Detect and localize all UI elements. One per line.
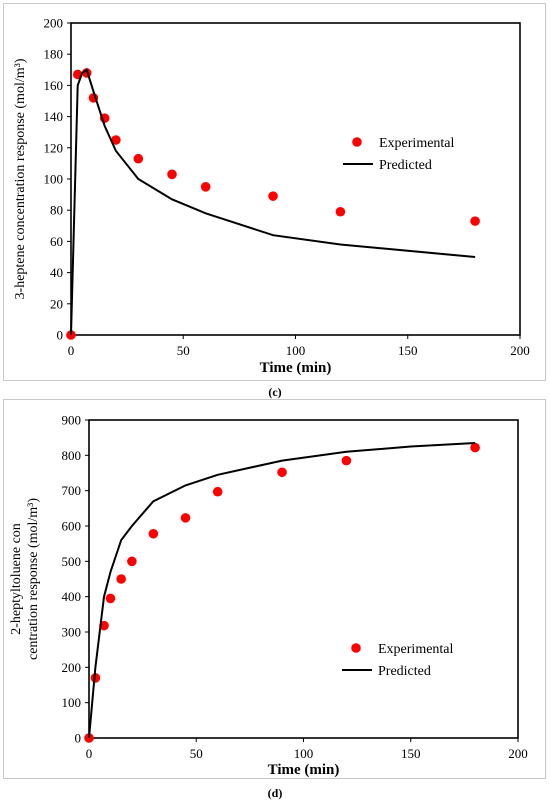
y-tick-label: 40 bbox=[50, 265, 63, 280]
y-tick-label: 100 bbox=[44, 172, 64, 187]
y-axis-label-group: 2-heptyltoluene con centration response (… bbox=[9, 498, 41, 660]
x-axis-label: Time (min) bbox=[268, 762, 340, 778]
legend-marker-swatch bbox=[352, 137, 362, 147]
y-axis-label: centration response (mol/m³) bbox=[26, 498, 41, 660]
y-axis-label-group: 3-heptene concentration response (mol/m³… bbox=[13, 58, 28, 299]
x-axis-label: Time (min) bbox=[260, 360, 332, 376]
experimental-point bbox=[133, 153, 144, 164]
x-tick-label: 200 bbox=[510, 343, 530, 358]
y-tick-label: 160 bbox=[44, 78, 64, 93]
y-tick-label: 80 bbox=[50, 203, 63, 218]
chart-c-panel: 0 20 40 60 80 100 120 140 160 180 200 0 50 100 150 200 T… bbox=[3, 3, 546, 381]
experimental-point bbox=[105, 593, 116, 604]
legend-entry-label: Predicted bbox=[378, 664, 431, 679]
legend-entry-label: Predicted bbox=[379, 158, 432, 173]
x-tick-label: 150 bbox=[398, 343, 418, 358]
y-tick-label: 700 bbox=[62, 483, 82, 498]
y-tick-label: 800 bbox=[62, 448, 82, 463]
experimental-point bbox=[200, 182, 211, 192]
experimental-point bbox=[335, 206, 346, 217]
legend-entry-label: Experimental bbox=[378, 642, 454, 657]
x-tick-label: 50 bbox=[190, 746, 203, 761]
y-tick-label: 0 bbox=[75, 731, 82, 746]
y-tick-label: 20 bbox=[50, 296, 63, 311]
x-tick-label: 200 bbox=[508, 746, 528, 761]
y-tick-label: 500 bbox=[62, 554, 82, 569]
plot-area-frame bbox=[88, 419, 519, 739]
experimental-point bbox=[180, 513, 191, 523]
experimental-point bbox=[84, 733, 94, 743]
y-tick-label: 400 bbox=[62, 589, 82, 604]
chart-d-caption: (d) bbox=[267, 786, 283, 800]
experimental-point bbox=[277, 467, 287, 478]
legend: Experimental Predicted bbox=[343, 136, 455, 173]
y-tick-label: 180 bbox=[44, 47, 64, 62]
x-tick-label: 0 bbox=[86, 746, 93, 761]
y-tick-label: 200 bbox=[62, 660, 82, 675]
chart-d-svg: 0 100 200 300 400 500 600 700 800 900 0 50 100 150 200… bbox=[9, 413, 528, 779]
chart-c-caption: (c) bbox=[268, 385, 282, 399]
y-tick-label: 120 bbox=[44, 140, 64, 155]
experimental-point bbox=[111, 135, 121, 145]
y-tick-label: 0 bbox=[57, 328, 64, 343]
chart-c-svg: 0 20 40 60 80 100 120 140 160 180 200 0 50 100 150 200 T… bbox=[13, 16, 530, 377]
y-tick-label: 100 bbox=[62, 695, 82, 710]
y-tick-label: 600 bbox=[62, 519, 82, 534]
legend-marker-swatch bbox=[351, 643, 361, 653]
experimental-point bbox=[341, 455, 352, 466]
y-axis-label: 3-heptene concentration response (mol/m³… bbox=[13, 58, 28, 299]
experimental-point bbox=[148, 528, 159, 539]
legend: Experimental Predicted bbox=[342, 642, 454, 679]
x-tick-label: 50 bbox=[177, 343, 190, 358]
x-tick-label: 100 bbox=[286, 343, 306, 358]
y-tick-label: 300 bbox=[62, 625, 82, 640]
legend-entry-label: Experimental bbox=[379, 136, 455, 151]
x-tick-label: 150 bbox=[401, 746, 421, 761]
x-tick-label: 100 bbox=[294, 746, 314, 761]
experimental-point bbox=[127, 556, 137, 567]
experimental-point bbox=[167, 169, 177, 180]
predicted-line bbox=[70, 68, 476, 336]
experimental-point bbox=[116, 574, 126, 584]
experimental-point bbox=[470, 442, 480, 453]
chart-d-panel: 0 100 200 300 400 500 600 700 800 900 0 50 100 150 200… bbox=[3, 399, 546, 779]
y-tick-label: 200 bbox=[44, 16, 64, 31]
y-tick-label: 900 bbox=[62, 413, 82, 428]
y-tick-label: 60 bbox=[50, 234, 63, 249]
experimental-point bbox=[470, 216, 480, 226]
y-axis-label: 2-heptyltoluene con bbox=[9, 523, 24, 635]
x-tick-label: 0 bbox=[68, 343, 75, 358]
predicted-line bbox=[88, 442, 476, 739]
experimental-point bbox=[268, 191, 278, 201]
y-tick-label: 140 bbox=[44, 109, 64, 124]
experimental-point bbox=[212, 486, 223, 497]
